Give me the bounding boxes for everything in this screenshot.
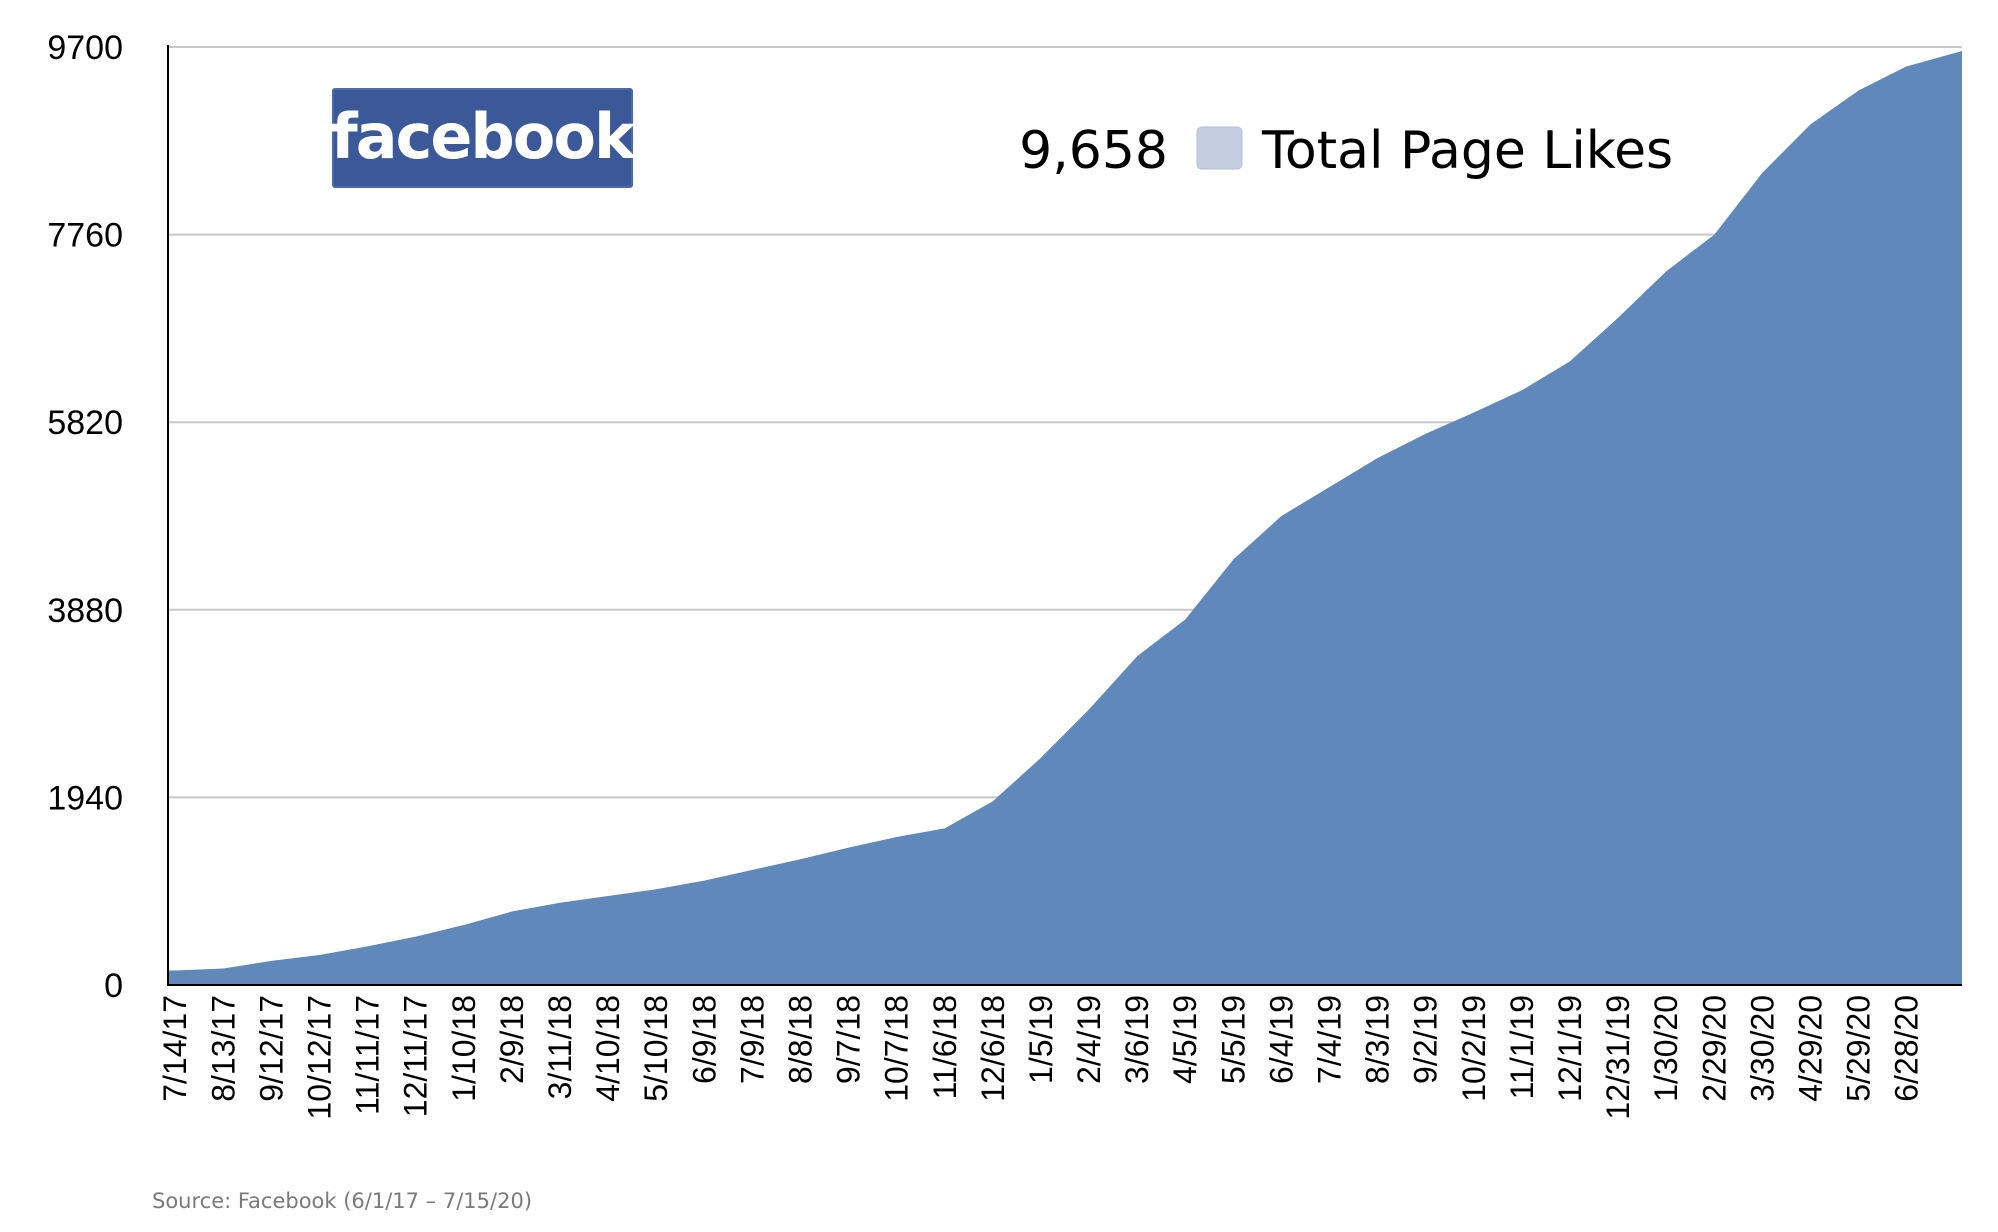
x-tick-label: 5/10/18	[638, 995, 674, 1102]
axes	[167, 45, 1962, 986]
x-tick-label: 6/9/18	[686, 995, 722, 1084]
x-tick-label: 7/4/19	[1312, 995, 1348, 1084]
x-tick-label: 9/2/19	[1408, 995, 1444, 1084]
x-tick-label: 2/4/19	[1071, 995, 1107, 1084]
x-tick-label: 8/3/19	[1360, 995, 1396, 1084]
x-tick-label: 4/5/19	[1167, 995, 1203, 1084]
x-tick-label: 3/30/20	[1744, 995, 1780, 1102]
x-tick-label: 3/11/18	[542, 995, 578, 1099]
x-tick-label: 4/10/18	[590, 995, 626, 1102]
y-tick-label: 5820	[47, 404, 123, 442]
x-tick-label: 6/28/20	[1889, 995, 1925, 1102]
source-note: Source: Facebook (6/1/17 – 7/15/20)	[152, 1189, 532, 1213]
y-tick-label: 1940	[47, 779, 123, 817]
x-tick-label: 3/6/19	[1119, 995, 1155, 1084]
x-tick-label: 8/13/17	[205, 995, 241, 1102]
x-tick-label: 8/8/18	[782, 995, 818, 1084]
x-tick-label: 12/6/18	[975, 995, 1011, 1102]
y-tick-label: 3880	[47, 592, 123, 630]
x-tick-label: 12/11/17	[398, 995, 434, 1117]
facebook-logo: facebook	[331, 88, 639, 188]
x-tick-label: 9/7/18	[831, 995, 867, 1084]
x-tick-label: 2/9/18	[494, 995, 530, 1084]
facebook-logo-text: facebook	[331, 100, 637, 173]
x-tick-label: 7/9/18	[734, 995, 770, 1084]
x-tick-label: 6/4/19	[1263, 995, 1299, 1084]
x-tick-label: 2/29/20	[1696, 995, 1732, 1102]
x-tick-label: 1/10/18	[446, 995, 482, 1102]
y-axis-tick-labels: 0 1940 3880 5820 7760 9700	[47, 29, 123, 1005]
y-tick-label: 0	[104, 967, 123, 1005]
x-tick-label: 5/5/19	[1215, 995, 1251, 1084]
x-tick-label: 1/30/20	[1648, 995, 1684, 1102]
x-tick-label: 12/1/19	[1552, 995, 1588, 1102]
x-tick-label: 10/12/17	[302, 995, 338, 1120]
x-tick-label: 5/29/20	[1841, 995, 1877, 1102]
legend-swatch	[1196, 126, 1243, 170]
x-tick-label: 11/11/17	[350, 995, 386, 1115]
x-tick-label: 9/12/17	[253, 995, 289, 1102]
x-tick-label: 1/5/19	[1023, 995, 1059, 1084]
x-tick-label: 7/14/17	[157, 995, 193, 1102]
x-tick-label: 10/7/18	[879, 995, 915, 1102]
legend-total-value: 9,658	[1019, 121, 1168, 181]
x-tick-label: 4/29/20	[1792, 995, 1828, 1102]
x-tick-label: 10/2/19	[1456, 995, 1492, 1102]
total-page-likes-area	[168, 51, 1962, 985]
legend-label: Total Page Likes	[1261, 121, 1673, 181]
y-tick-label: 9700	[47, 29, 123, 67]
legend: 9,658 Total Page Likes	[1019, 121, 1673, 181]
x-tick-label: 11/1/19	[1504, 995, 1540, 1099]
x-axis-tick-labels: 7/14/17 8/13/17 9/12/17 10/12/17 11/11/17 12/…	[157, 995, 1924, 1120]
x-tick-label: 11/6/18	[927, 995, 963, 1099]
x-tick-label: 12/31/19	[1600, 995, 1636, 1120]
y-tick-label: 7760	[47, 217, 123, 255]
